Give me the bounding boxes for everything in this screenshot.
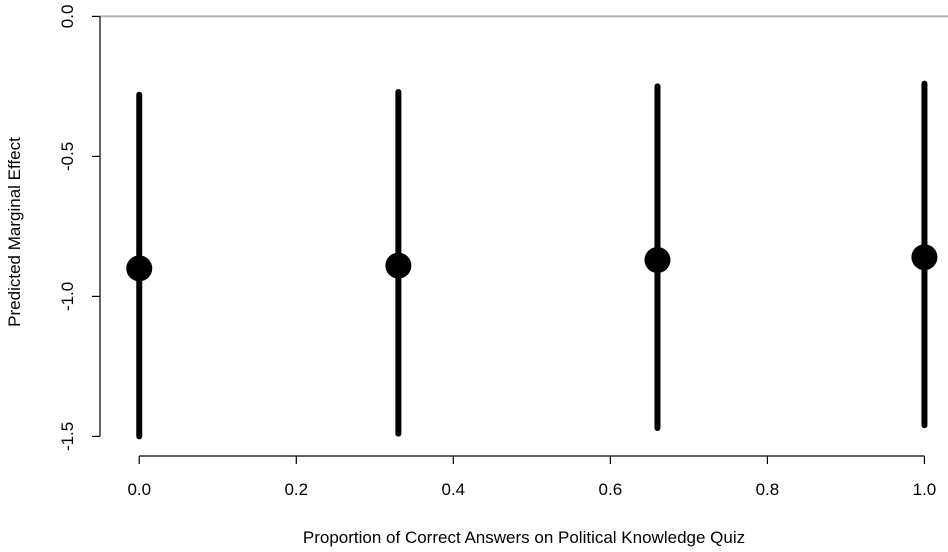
y-tick-label: -1.5 [58, 422, 77, 451]
x-tick-label: 0.6 [599, 480, 623, 499]
point-estimate-marker [126, 255, 153, 282]
x-axis-title: Proportion of Correct Answers on Politic… [303, 528, 745, 547]
point-estimate-marker [911, 244, 938, 271]
y-axis-title: Predicted Marginal Effect [5, 137, 24, 327]
x-axis-ticks: 0.0 0.2 0.4 0.6 0.8 1.0 [127, 456, 936, 499]
x-tick-label: 0.0 [127, 480, 151, 499]
x-tick-label: 0.8 [756, 480, 780, 499]
x-tick-label: 0.4 [442, 480, 466, 499]
x-tick-label: 0.2 [284, 480, 308, 499]
y-tick-label: -1.0 [58, 282, 77, 311]
x-tick-label: 1.0 [913, 480, 937, 499]
y-tick-label: 0.0 [58, 5, 77, 29]
point-estimate-marker [644, 247, 671, 273]
y-axis-ticks: 0.0 -0.5 -1.0 -1.5 [58, 5, 100, 451]
point-estimate-layer [126, 244, 938, 282]
confidence-interval-layer [136, 80, 928, 440]
point-estimate-marker [385, 252, 412, 279]
y-tick-label: -0.5 [58, 142, 77, 171]
